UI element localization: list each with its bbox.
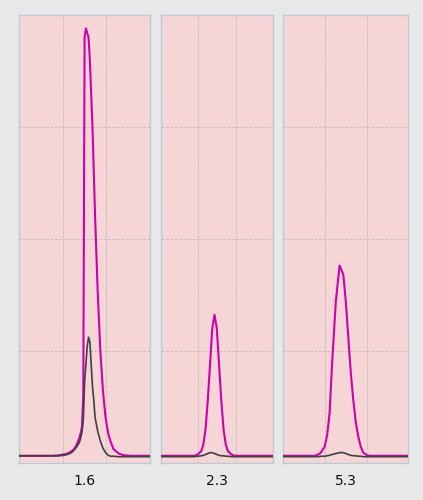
Text: 5.3: 5.3 [335,474,357,488]
Text: 1.6: 1.6 [74,474,96,488]
Text: 2.3: 2.3 [206,474,228,488]
